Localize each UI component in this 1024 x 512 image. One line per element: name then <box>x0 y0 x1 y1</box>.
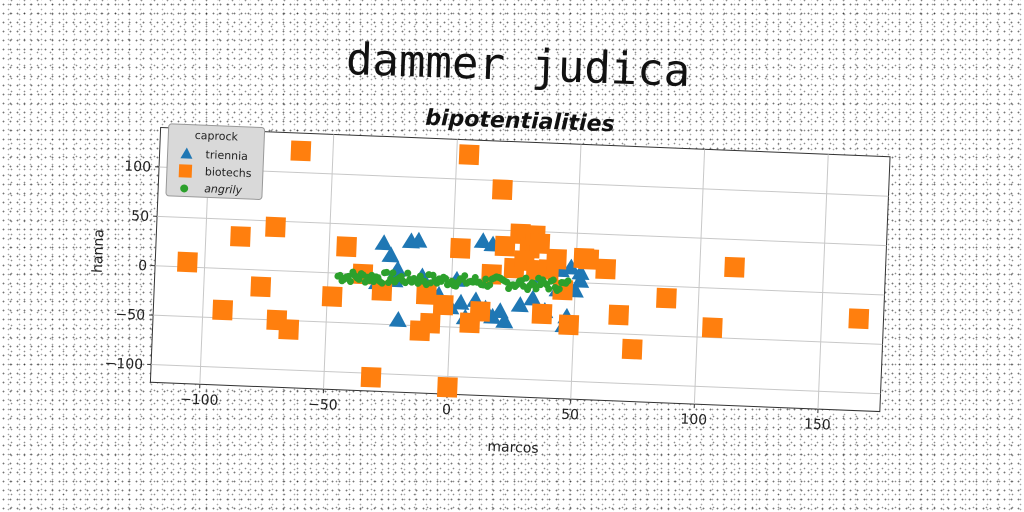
y-tick-label: −100 <box>104 356 143 374</box>
angrily-point <box>486 281 494 289</box>
legend-marker-angrily <box>180 184 189 193</box>
angrily-point <box>355 275 363 283</box>
biotechs-point <box>469 301 491 322</box>
triennia-point <box>409 231 428 248</box>
biotechs-point <box>848 308 870 330</box>
biotechs-point <box>546 248 567 270</box>
y-tick-label: 100 <box>124 159 151 176</box>
biotechs-point <box>436 376 458 398</box>
x-grid-line <box>446 139 458 395</box>
biotechs-point <box>250 276 272 298</box>
angrily-point <box>522 274 530 282</box>
angrily-point <box>564 277 572 285</box>
biotechs-point <box>529 233 551 254</box>
biotechs-point <box>212 299 234 321</box>
biotechs-point <box>595 258 617 280</box>
biotechs-point <box>278 319 300 340</box>
data-markers <box>177 140 870 398</box>
angrily-point <box>389 269 397 277</box>
biotechs-point <box>321 286 343 307</box>
x-tick-label: −50 <box>308 397 338 414</box>
angrily-point <box>482 275 490 283</box>
triennia-point <box>473 232 492 249</box>
x-axis-ticks: −100 −50 0 50 100 150 <box>180 384 831 434</box>
y-tick-label: 50 <box>131 208 149 225</box>
biotechs-point <box>608 304 630 326</box>
biotechs-point <box>336 236 357 258</box>
legend: caprock triennia biotechs angrily <box>165 123 266 200</box>
legend-box <box>165 123 266 200</box>
angrily-point <box>378 279 386 287</box>
y-grid-line <box>159 166 889 197</box>
triennia-point <box>523 289 542 306</box>
angrily-point <box>346 278 354 286</box>
angrily-point <box>555 285 563 293</box>
plot-area: −100 −50 0 50 100 150 −100 −50 0 50 100 marcos ha… <box>90 123 891 457</box>
y-tick-label: 0 <box>138 258 148 274</box>
biotechs-point <box>525 259 547 281</box>
biotechs-point <box>450 237 471 259</box>
biotechs-point <box>230 226 251 247</box>
x-tick-label: 150 <box>804 417 831 434</box>
angrily-point <box>383 268 391 276</box>
triennia-point <box>451 293 470 310</box>
triennia-point <box>490 302 509 319</box>
angrily-point <box>549 276 557 284</box>
legend-title: caprock <box>194 129 238 144</box>
triennia-point <box>388 310 407 328</box>
legend-label-angrily: angrily <box>204 182 243 197</box>
legend-label-triennia: triennia <box>205 148 248 163</box>
x-tick-label: −100 <box>180 391 219 409</box>
chart-suptitle: dammer judica <box>345 34 691 97</box>
biotechs-point <box>701 317 723 339</box>
y-axis-label: hanna <box>90 229 108 273</box>
triennia-point <box>571 263 590 281</box>
y-tick-label: −50 <box>115 307 145 324</box>
legend-marker-triennia <box>180 147 193 159</box>
angrily-point <box>532 285 540 293</box>
biotechs-point <box>290 140 312 162</box>
angrily-point <box>461 272 469 280</box>
biotechs-point <box>621 338 643 360</box>
biotechs-point <box>491 179 513 201</box>
legend-label-biotechs: biotechs <box>205 165 252 180</box>
biotechs-point <box>458 144 480 166</box>
triennia-point <box>510 296 529 313</box>
legend-marker-biotechs <box>178 164 193 178</box>
biotechs-point <box>432 294 454 316</box>
biotechs-point <box>265 216 286 238</box>
triennia-point <box>381 246 400 263</box>
y-grid-line <box>151 363 881 395</box>
triennia-point <box>495 312 514 329</box>
biotechs-point <box>531 303 553 325</box>
biotechs-point <box>578 249 600 270</box>
x-tick-label: 100 <box>680 412 707 429</box>
x-grid-line <box>817 154 829 410</box>
biotechs-point <box>724 256 745 278</box>
x-grid-line <box>322 134 335 390</box>
biotechs-point <box>177 251 198 273</box>
y-axis-ticks: −100 −50 0 50 100 <box>104 159 160 374</box>
biotechs-point <box>419 312 441 334</box>
biotechs-point <box>558 314 580 336</box>
triennia-point <box>571 271 590 288</box>
biotechs-point <box>656 287 677 309</box>
triennia-point <box>561 258 580 275</box>
x-grid-line <box>693 149 706 405</box>
x-tick-label: 0 <box>442 402 452 418</box>
biotechs-point <box>415 284 437 305</box>
chart-title: bipotentialities <box>425 106 615 138</box>
angrily-point <box>442 275 450 283</box>
x-axis-label: marcos <box>487 439 539 457</box>
angrily-point <box>545 285 553 293</box>
x-tick-label: 50 <box>561 407 579 424</box>
triennia-point <box>374 234 393 251</box>
biotechs-point <box>360 366 382 388</box>
angrily-point <box>404 269 412 277</box>
